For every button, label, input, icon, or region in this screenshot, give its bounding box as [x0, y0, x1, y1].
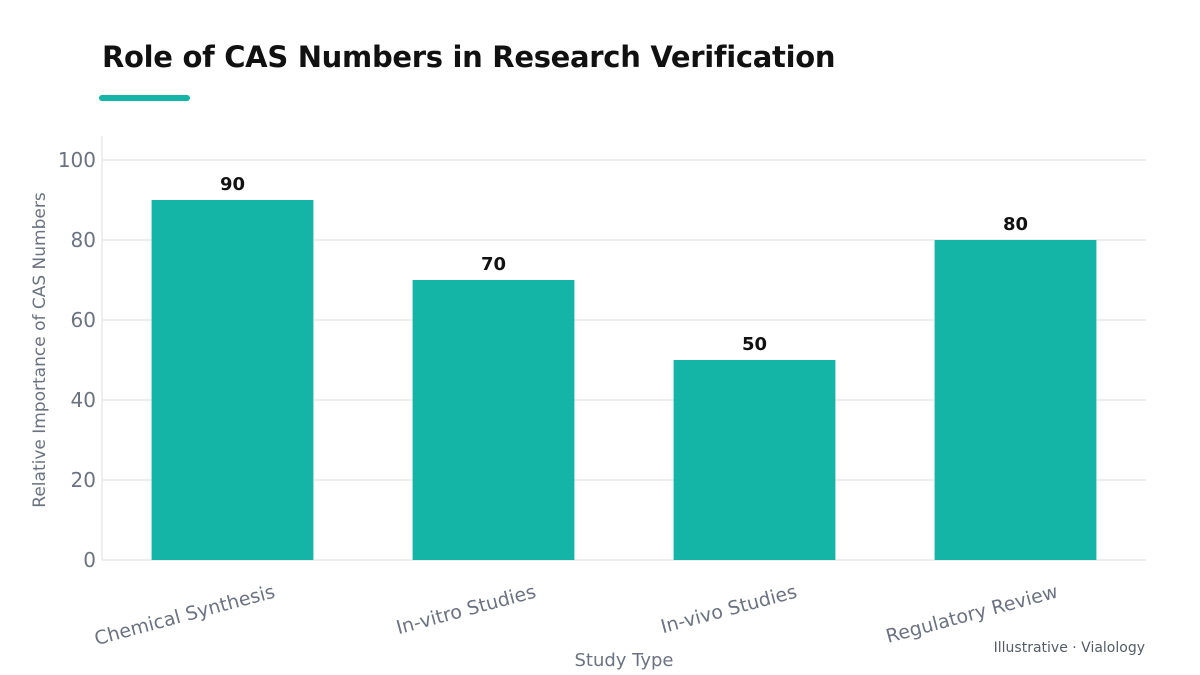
- x-tick-label: Chemical Synthesis: [92, 581, 277, 650]
- y-tick-labels: 0 20 40 60 80 100: [58, 148, 96, 572]
- data-label: 50: [742, 334, 767, 355]
- x-tick-label: Regulatory Review: [884, 581, 1061, 648]
- y-tick-label: 60: [71, 308, 96, 332]
- data-label: 70: [481, 254, 506, 275]
- y-tick-label: 0: [83, 548, 96, 572]
- data-label: 90: [220, 174, 245, 195]
- y-tick-label: 40: [71, 388, 96, 412]
- title-accent-bar: [99, 95, 190, 101]
- x-tick-label: In-vivo Studies: [658, 581, 799, 638]
- bar: [412, 280, 575, 560]
- data-labels: 90 70 50 80: [220, 174, 1028, 355]
- bars: [151, 200, 1097, 560]
- y-tick-label: 20: [71, 468, 96, 492]
- chart-title: Role of CAS Numbers in Research Verifica…: [102, 40, 836, 74]
- x-tick-labels: Chemical Synthesis In-vitro Studies In-viv…: [92, 581, 1060, 650]
- y-tick-label: 100: [58, 148, 96, 172]
- y-tick-label: 80: [71, 228, 96, 252]
- bar: [934, 240, 1097, 560]
- x-tick-label: In-vitro Studies: [394, 581, 538, 639]
- bar: [151, 200, 314, 560]
- data-label: 80: [1003, 214, 1028, 235]
- x-axis-label: Study Type: [574, 650, 673, 671]
- source-note: Illustrative · Vialology: [993, 640, 1145, 656]
- bar: [673, 360, 836, 560]
- y-axis-label: Relative Importance of CAS Numbers: [30, 192, 50, 508]
